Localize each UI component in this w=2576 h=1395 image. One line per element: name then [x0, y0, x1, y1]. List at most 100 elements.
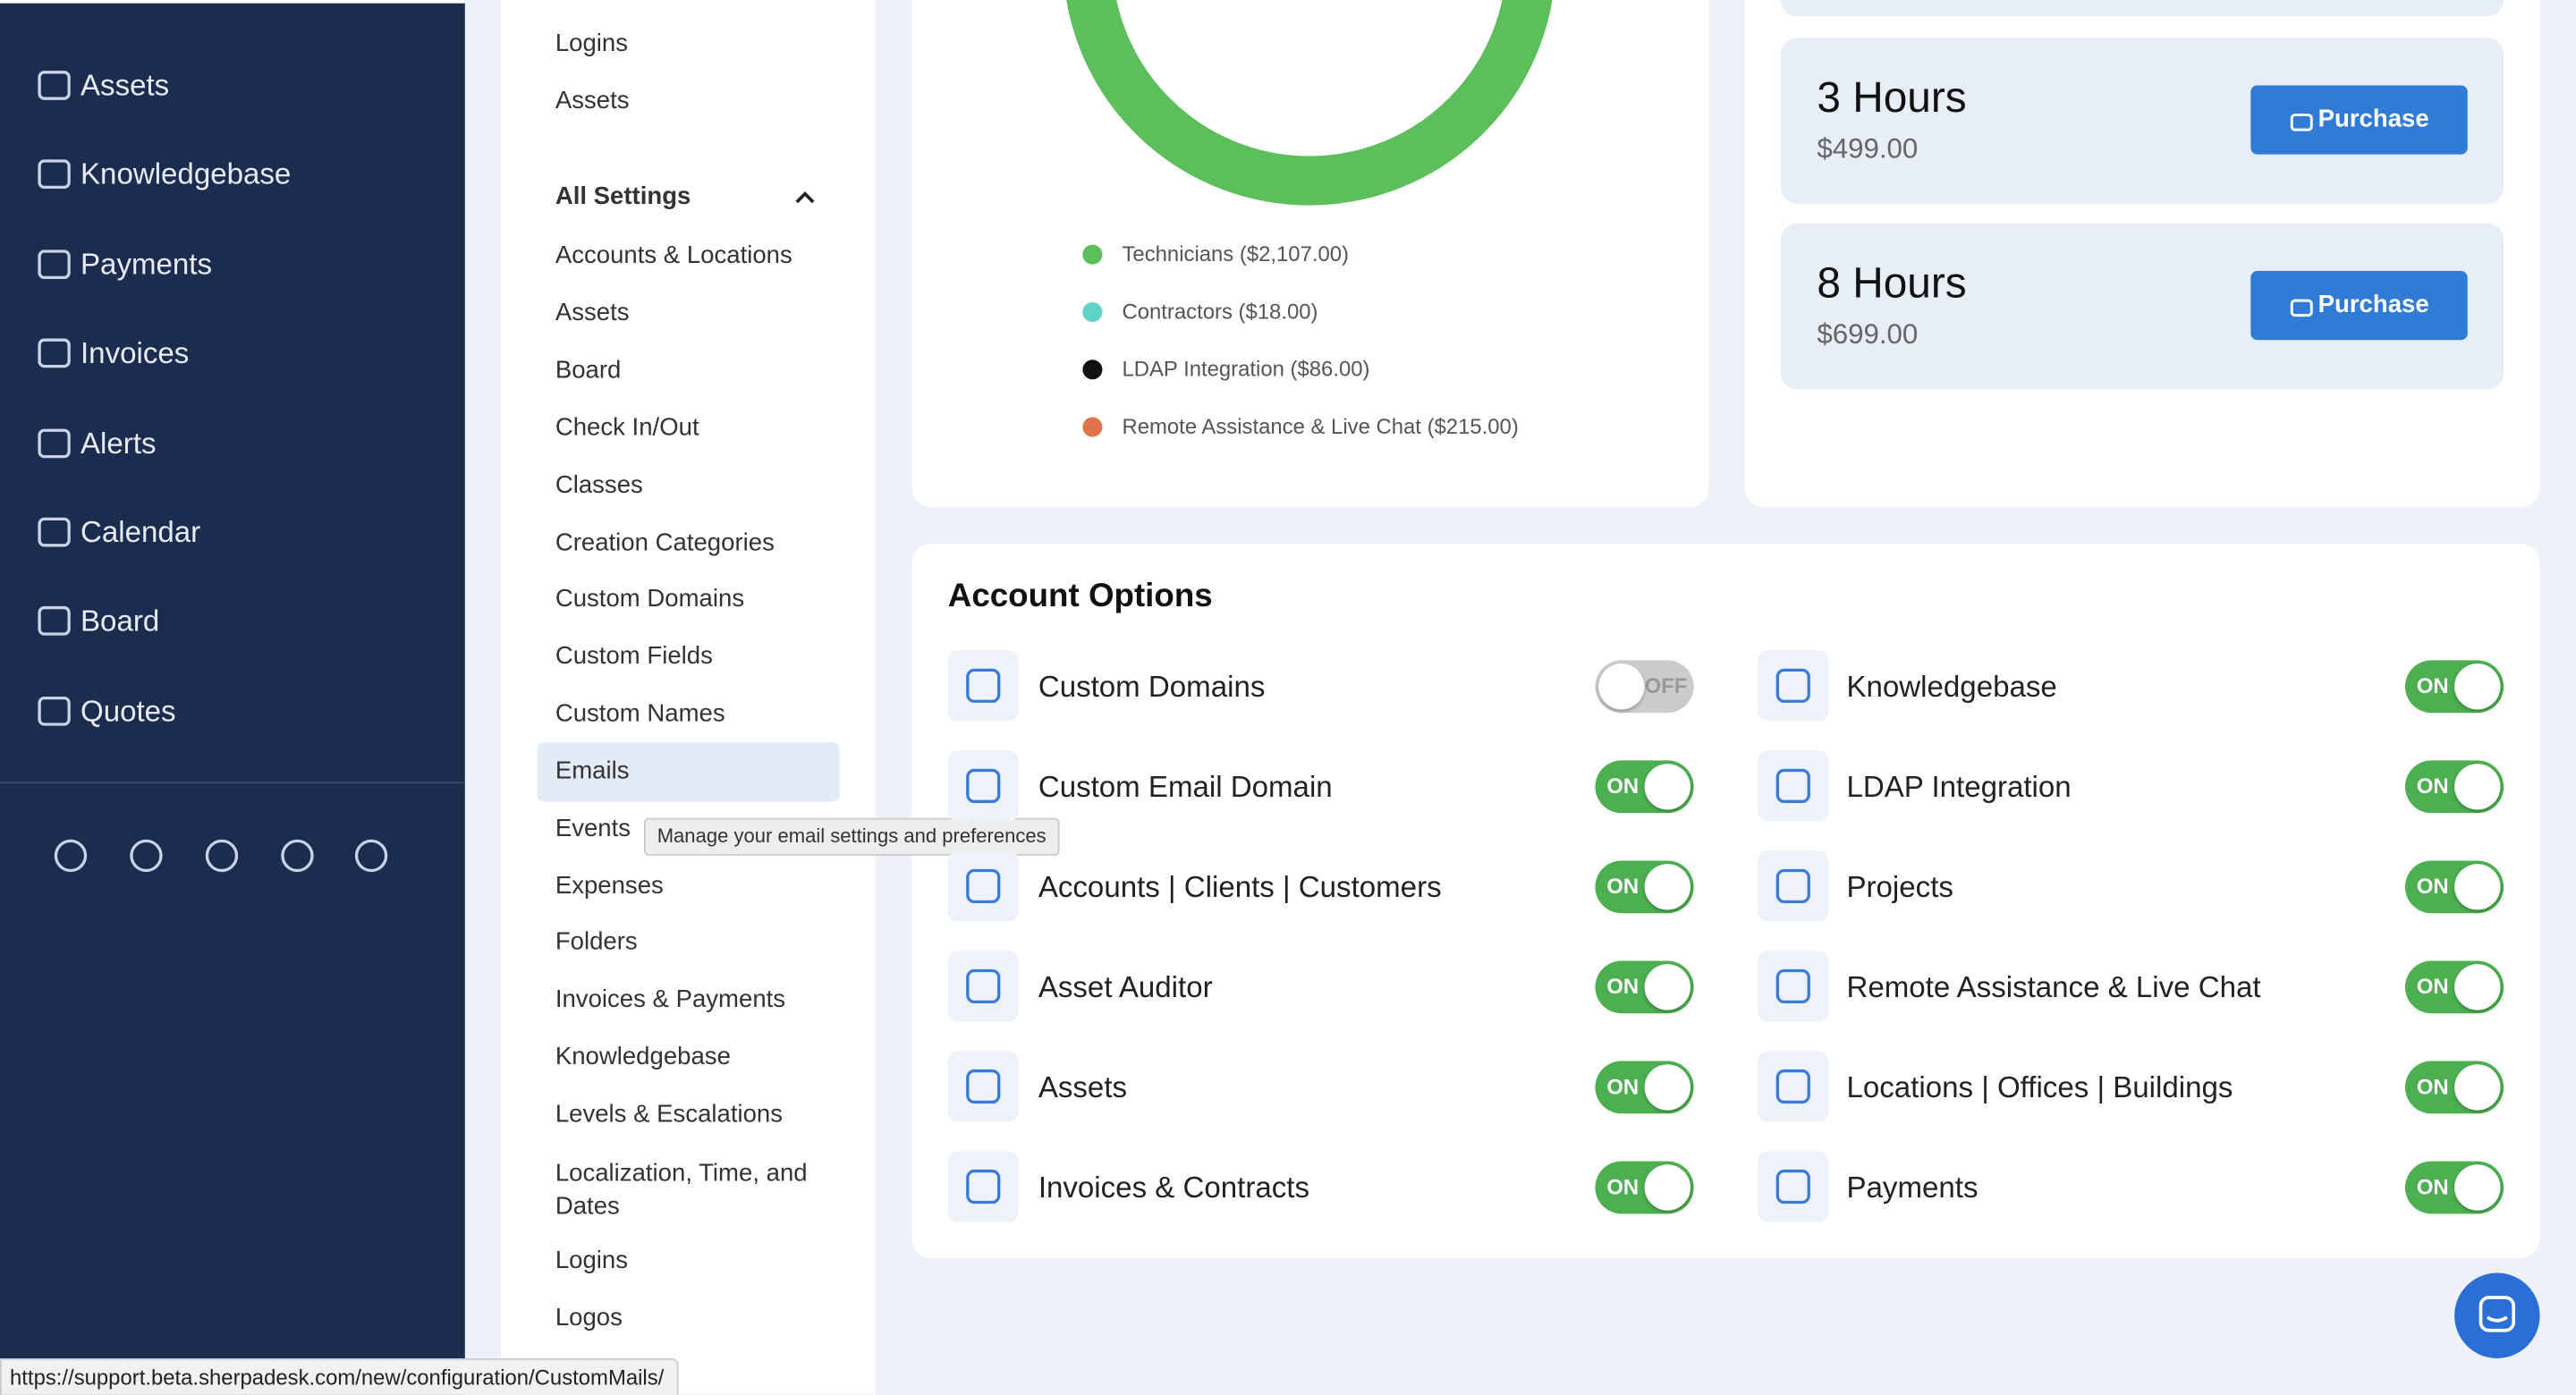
nav-item[interactable]: Quotes	[80, 694, 176, 728]
purchase-button[interactable]: Purchase	[2250, 271, 2468, 341]
button-label: Purchase	[2318, 291, 2429, 319]
toggle[interactable]: ON	[1595, 960, 1694, 1014]
legend-dot	[1082, 301, 1103, 322]
nav-item[interactable]: Board	[80, 604, 160, 638]
nav-item[interactable]: Knowledgebase	[80, 157, 292, 191]
donut	[1066, 0, 1553, 206]
toggle-state: ON	[1606, 974, 1640, 999]
option-label: LDAP Integration	[1846, 770, 2072, 804]
legend-dot	[1082, 359, 1103, 380]
option-label: Payments	[1846, 1171, 1979, 1205]
menu-link[interactable]: Assets	[555, 87, 630, 115]
chat-button[interactable]	[2454, 1272, 2540, 1358]
menu-item[interactable]: Emails	[555, 757, 630, 785]
toggle-state: ON	[2416, 1074, 2449, 1099]
toggle-knob	[1644, 1164, 1690, 1211]
package-box	[1781, 0, 2504, 17]
menu-item[interactable]: Invoices & Payments	[555, 985, 786, 1014]
menu-item[interactable]: Assets	[555, 299, 630, 327]
nav-icon	[36, 693, 72, 729]
toggle[interactable]: ON	[2404, 1061, 2504, 1114]
menu-item[interactable]: Expenses	[555, 872, 664, 900]
account-options-card	[911, 543, 2540, 1258]
purchase-button[interactable]: Purchase	[2250, 85, 2468, 155]
nav-item[interactable]: Assets	[80, 69, 170, 102]
menu-item[interactable]: Levels & Escalations	[555, 1100, 784, 1129]
toggle[interactable]: ON	[1595, 1061, 1694, 1114]
menu-item[interactable]: Logos	[555, 1304, 623, 1332]
menu-item[interactable]: Check In/Out	[555, 413, 699, 443]
toggle[interactable]: ON	[2404, 860, 2504, 914]
package-title: 8 Hours	[1817, 258, 1967, 308]
toggle[interactable]: ON	[2404, 660, 2504, 714]
option-icon	[1758, 650, 1829, 722]
toggle-state: ON	[1606, 1174, 1640, 1199]
option-label: Asset Auditor	[1038, 970, 1213, 1004]
menu-item[interactable]: Logins	[555, 1247, 629, 1275]
toggle[interactable]: OFF	[1595, 660, 1694, 714]
toggle[interactable]: ON	[1595, 860, 1694, 914]
legend-label: Remote Assistance & Live Chat ($215.00)	[1122, 413, 1519, 439]
menu-item[interactable]: Events	[555, 815, 631, 843]
toggle[interactable]: ON	[1595, 1161, 1694, 1214]
option-label: Remote Assistance & Live Chat	[1846, 970, 2261, 1004]
toggle[interactable]: ON	[2404, 960, 2504, 1014]
toggle-knob	[1644, 964, 1690, 1010]
nav-icon	[36, 603, 72, 638]
toggle-state: ON	[1606, 874, 1640, 899]
nav-icon	[36, 156, 72, 191]
option-icon	[1758, 951, 1829, 1022]
legend-dot	[1082, 244, 1103, 265]
option-label: Projects	[1846, 870, 1953, 904]
menu-item[interactable]: Folders	[555, 927, 638, 956]
option-label: Custom Domains	[1038, 670, 1266, 704]
toggle[interactable]: ON	[2404, 760, 2504, 814]
toggle-state: ON	[1606, 774, 1640, 799]
toggle-state: ON	[2416, 673, 2449, 698]
menu-item[interactable]: Creation Categories	[555, 528, 775, 557]
package-price: $699.00	[1817, 318, 1919, 351]
settings-panel	[501, 0, 876, 1395]
nav-icon	[36, 67, 72, 103]
legend-label: LDAP Integration ($86.00)	[1122, 356, 1370, 382]
nav-item[interactable]: Calendar	[80, 515, 201, 549]
legend-label: Contractors ($18.00)	[1122, 299, 1318, 324]
nav-icon	[36, 247, 72, 283]
toggle-state: OFF	[1644, 673, 1688, 698]
toggle-knob	[2454, 964, 2501, 1010]
section-title: All Settings	[555, 182, 691, 211]
nav-item[interactable]: Payments	[80, 248, 213, 282]
option-label: Assets	[1038, 1070, 1128, 1104]
option-label: Accounts | Clients | Customers	[1038, 870, 1442, 904]
tooltip: Manage your email settings and preferenc…	[643, 817, 1060, 856]
option-icon	[1758, 850, 1829, 922]
toggle-knob	[1644, 764, 1690, 810]
chevron	[792, 186, 818, 209]
toggle-knob	[1644, 864, 1690, 910]
legend-label: Technicians ($2,107.00)	[1122, 241, 1350, 266]
toggle[interactable]: ON	[1595, 760, 1694, 814]
menu-item[interactable]: Localization, Time, and Dates	[555, 1159, 808, 1220]
menu-item[interactable]: Knowledgebase	[555, 1043, 731, 1071]
menu-item[interactable]: Accounts & Locations	[555, 241, 792, 270]
menu-item[interactable]: Custom Names	[555, 699, 725, 728]
menu-item[interactable]: Board	[555, 356, 622, 385]
nav-item[interactable]: Invoices	[80, 336, 190, 370]
menu-item[interactable]: Custom Domains	[555, 584, 745, 613]
tool-icon	[353, 838, 389, 874]
toggle-state: ON	[2416, 774, 2449, 799]
active-item-bg	[537, 742, 840, 802]
toggle-state: ON	[2416, 1174, 2449, 1199]
option-icon	[1758, 1151, 1829, 1222]
option-icon	[947, 1151, 1019, 1222]
nav-item[interactable]: Alerts	[80, 427, 157, 461]
menu-item[interactable]: Classes	[555, 471, 643, 500]
toggle[interactable]: ON	[2404, 1161, 2504, 1214]
sidebar	[0, 0, 465, 1395]
toggle-knob	[2454, 764, 2501, 810]
menu-item[interactable]: Custom Fields	[555, 642, 713, 671]
menu-link[interactable]: Logins	[555, 30, 629, 58]
option-label: Knowledgebase	[1846, 670, 2057, 704]
